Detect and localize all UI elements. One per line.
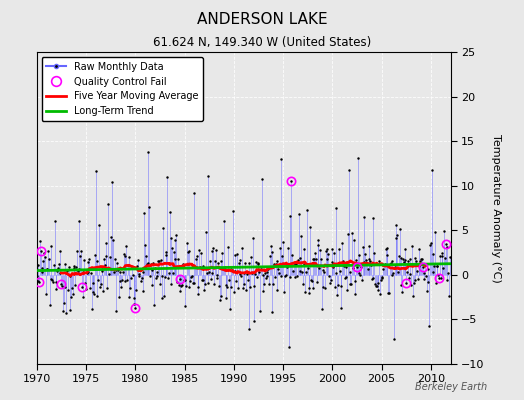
Text: Berkeley Earth: Berkeley Earth xyxy=(415,382,487,392)
Text: ANDERSON LAKE: ANDERSON LAKE xyxy=(196,12,328,27)
Legend: Raw Monthly Data, Quality Control Fail, Five Year Moving Average, Long-Term Tren: Raw Monthly Data, Quality Control Fail, … xyxy=(41,57,203,121)
Text: 61.624 N, 149.340 W (United States): 61.624 N, 149.340 W (United States) xyxy=(153,36,371,49)
Y-axis label: Temperature Anomaly (°C): Temperature Anomaly (°C) xyxy=(491,134,501,282)
